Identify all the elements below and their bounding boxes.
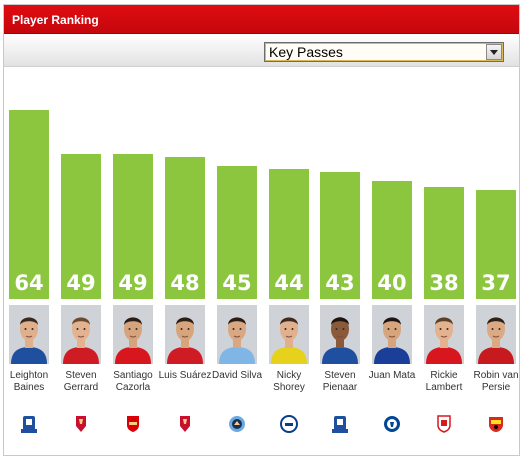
bar-value-label: 40 bbox=[377, 271, 407, 295]
widget-header: Player Ranking bbox=[4, 5, 519, 34]
chevron-down-icon[interactable] bbox=[486, 44, 502, 60]
player-name[interactable]: Leighton Baines bbox=[9, 370, 49, 393]
bar-4[interactable]: 45 bbox=[217, 166, 257, 299]
everton-crest-icon[interactable] bbox=[18, 413, 40, 435]
player-name[interactable]: Juan Mata bbox=[368, 370, 416, 381]
bar-value-label: 38 bbox=[429, 271, 459, 295]
player-name[interactable]: Steven Gerrard bbox=[63, 370, 99, 393]
liverpool-crest-icon[interactable] bbox=[174, 413, 196, 435]
southampton-crest-icon[interactable] bbox=[433, 413, 455, 435]
bar-value-label: 48 bbox=[170, 271, 200, 295]
player-name[interactable]: Luis Suárez bbox=[158, 370, 212, 381]
player-photo[interactable] bbox=[9, 305, 49, 364]
player-photo[interactable] bbox=[113, 305, 153, 364]
bar-9[interactable]: 37 bbox=[476, 190, 516, 299]
bar-3[interactable]: 48 bbox=[165, 157, 205, 299]
bar-value-label: 45 bbox=[222, 271, 252, 295]
player-photo[interactable] bbox=[61, 305, 101, 364]
player-photo[interactable] bbox=[424, 305, 464, 364]
bar-5[interactable]: 44 bbox=[269, 169, 309, 299]
bar-value-label: 43 bbox=[325, 271, 355, 295]
bar-8[interactable]: 38 bbox=[424, 187, 464, 299]
bar-value-label: 49 bbox=[118, 271, 148, 295]
bar-7[interactable]: 40 bbox=[372, 181, 412, 299]
player-name[interactable]: Steven Pienaar bbox=[322, 370, 358, 393]
everton-crest-icon[interactable] bbox=[329, 413, 351, 435]
widget-title: Player Ranking bbox=[12, 13, 99, 27]
metric-dropdown-value: Key Passes bbox=[269, 44, 343, 60]
liverpool-crest-icon[interactable] bbox=[70, 413, 92, 435]
bar-0[interactable]: 64 bbox=[9, 110, 49, 299]
bar-value-label: 37 bbox=[481, 271, 511, 295]
reading-crest-icon[interactable] bbox=[278, 413, 300, 435]
player-photo[interactable] bbox=[165, 305, 205, 364]
manchester-city-crest-icon[interactable] bbox=[226, 413, 248, 435]
player-photo[interactable] bbox=[372, 305, 412, 364]
player-name[interactable]: Nicky Shorey bbox=[273, 370, 305, 393]
metric-dropdown[interactable]: Key Passes bbox=[264, 42, 504, 62]
player-photo[interactable] bbox=[476, 305, 516, 364]
widget-toolbar: Key Passes bbox=[4, 34, 519, 67]
player-name[interactable]: Santiago Cazorla bbox=[113, 370, 153, 393]
player-photo[interactable] bbox=[269, 305, 309, 364]
bar-2[interactable]: 49 bbox=[113, 154, 153, 299]
player-name[interactable]: David Silva bbox=[211, 370, 263, 381]
chelsea-crest-icon[interactable] bbox=[381, 413, 403, 435]
bar-value-label: 64 bbox=[14, 271, 44, 295]
bar-1[interactable]: 49 bbox=[61, 154, 101, 299]
manchester-united-crest-icon[interactable] bbox=[485, 413, 507, 435]
player-name[interactable]: Robin van Persie bbox=[473, 370, 519, 393]
bar-value-label: 44 bbox=[274, 271, 304, 295]
bar-6[interactable]: 43 bbox=[320, 172, 360, 299]
bar-value-label: 49 bbox=[66, 271, 96, 295]
arsenal-crest-icon[interactable] bbox=[122, 413, 144, 435]
player-photo[interactable] bbox=[217, 305, 257, 364]
player-photo[interactable] bbox=[320, 305, 360, 364]
player-name[interactable]: Rickie Lambert bbox=[425, 370, 463, 393]
